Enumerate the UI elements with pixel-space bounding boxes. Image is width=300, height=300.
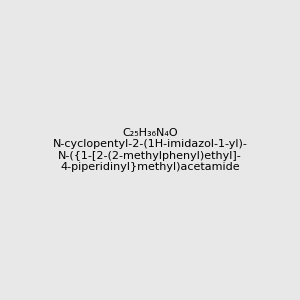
Text: C₂₅H₃₆N₄O
N-cyclopentyl-2-(1H-imidazol-1-yl)-
N-({1-[2-(2-methylphenyl)ethyl]-
4: C₂₅H₃₆N₄O N-cyclopentyl-2-(1H-imidazol-1…: [52, 128, 247, 172]
